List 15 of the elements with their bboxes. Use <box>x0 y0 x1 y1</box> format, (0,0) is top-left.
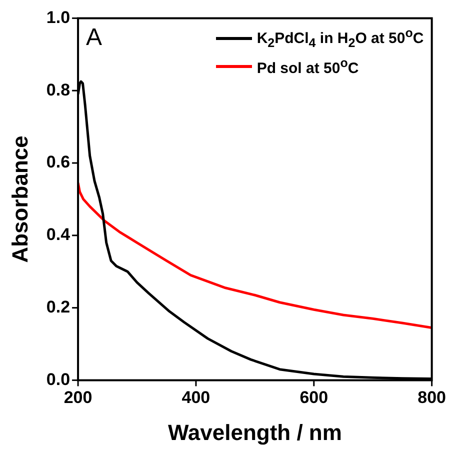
x-tick-label: 400 <box>182 388 210 408</box>
x-axis-title: Wavelength / nm <box>168 420 342 445</box>
y-tick-label: 0.8 <box>46 80 70 100</box>
y-tick-label: 0.0 <box>46 370 70 389</box>
y-tick-label: 1.0 <box>46 8 70 27</box>
x-tick-label: 600 <box>300 388 328 408</box>
y-tick-label: 0.4 <box>46 225 71 244</box>
y-tick-label: 0.2 <box>46 297 70 316</box>
x-tick-label: 800 <box>418 388 446 408</box>
annotation: A <box>86 24 102 51</box>
legend-label: Pd sol at 50$^{o}$C <box>256 56 359 78</box>
y-axis-title: Absorbance <box>7 136 32 263</box>
y-tick-label: 0.6 <box>46 152 70 172</box>
text: K$_{2}$PdCl$_{4}$ in H$_{2}$O at 50$^{o}$C <box>256 26 424 50</box>
x-tick-label: 200 <box>64 388 92 408</box>
